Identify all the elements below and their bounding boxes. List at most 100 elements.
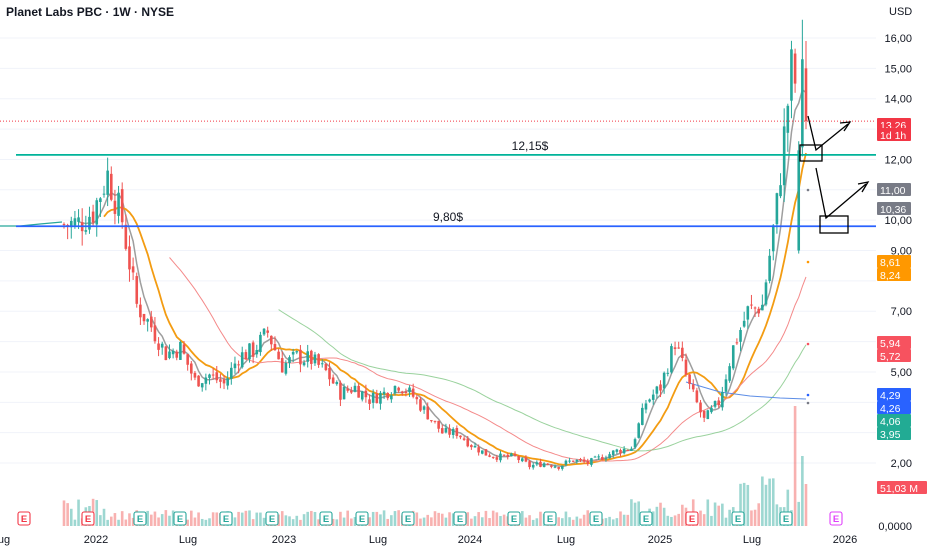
candle-body [571,460,575,462]
candle-body [266,330,269,333]
candle-body [568,460,571,462]
volume-bar [131,517,135,526]
volume-bar [673,515,677,526]
candle-body [750,304,753,306]
y-tick-label: 5,00 [891,367,912,379]
volume-bar [520,511,524,526]
x-tick-label: Lug [369,534,387,546]
volume-bar [248,510,251,526]
level-label: 9,80$ [433,210,463,224]
candle-body [270,335,273,345]
price-badge [877,349,911,362]
candle-body [291,351,295,355]
candle-body [364,390,368,398]
earnings-marker [685,511,699,526]
x-tick-label: 2025 [648,534,672,546]
candle-body [208,374,211,378]
volume-bar [662,507,666,526]
volume-bar [62,500,66,526]
volume-bar [637,501,640,526]
candle-body [593,456,597,458]
candle-body [524,457,528,462]
candle-body [575,459,579,462]
x-tick-label: Lug [557,534,575,546]
annotation-box [819,215,849,234]
volume-bar [350,518,353,526]
earnings-marker [17,511,31,526]
volume-bar [797,501,801,526]
volume-bar [346,510,350,526]
candle-body [779,185,782,197]
candle-body [659,384,662,391]
candle-body [462,438,466,440]
moving-averages [78,88,807,468]
volume-bar [157,517,160,526]
volume-bar [149,514,153,526]
volume-bar [473,516,477,526]
candle-body [219,379,222,382]
candle-body [520,458,524,462]
volume-bar [608,516,611,526]
y-tick-label: 14,00 [884,94,912,106]
candle-body [146,319,149,322]
volume-bar [284,515,288,526]
candle-body [109,173,113,200]
volume-bar [761,476,764,526]
volume-bar [753,509,757,526]
candle-body [641,407,644,425]
candle-body [350,390,353,393]
volume-bar [313,511,317,526]
candle-body [473,445,477,448]
price-badge [877,268,911,281]
candle-body [691,384,695,390]
candle-body [120,189,124,223]
y-tick-label: 12,00 [884,154,912,166]
price-badge-text: 8,24 [880,270,901,282]
volume-bar [575,516,579,526]
candle-body [230,367,233,379]
earnings-marker [401,511,415,526]
earnings-marker [319,511,333,526]
candle-body [480,450,484,454]
candle-body [717,400,721,406]
volume-bar [113,513,117,526]
candle-body [673,347,677,349]
candle-body [277,351,280,360]
candle-body [379,392,382,404]
symbol-title[interactable]: Planet Labs PBC · 1W · NYSE [6,5,175,19]
volume-bar [713,502,717,526]
candle-body [375,393,379,404]
y-tick-label: 0,0000 [878,521,912,533]
volume-bars [62,406,808,526]
volume-bar [739,483,742,526]
candle-body [790,49,793,101]
candle-body [662,372,666,389]
earnings-marker [219,511,233,526]
candle-body [302,362,306,366]
candle-body [542,463,546,467]
earnings-marker-label: E [323,514,329,525]
volume-bar [171,510,175,526]
volume-bar [448,512,451,526]
candle-body [288,357,291,363]
volume-bar [440,513,444,526]
candle-body [491,456,495,458]
volume-bar [164,510,168,526]
volume-bar [193,517,197,526]
candle-body [299,349,302,365]
volume-bar [801,456,804,526]
level-label: 12,15$ [512,139,549,153]
candle-body [382,391,386,395]
volume-bar [728,509,731,526]
candle-body [561,465,564,469]
volume-bar [240,512,244,526]
volume-bar [655,506,659,526]
candle-body [597,456,600,458]
volume-bar [484,510,488,526]
candle-body [244,352,248,360]
candle-body [604,458,608,460]
candle-body [601,457,604,460]
volume-bar [190,510,193,526]
